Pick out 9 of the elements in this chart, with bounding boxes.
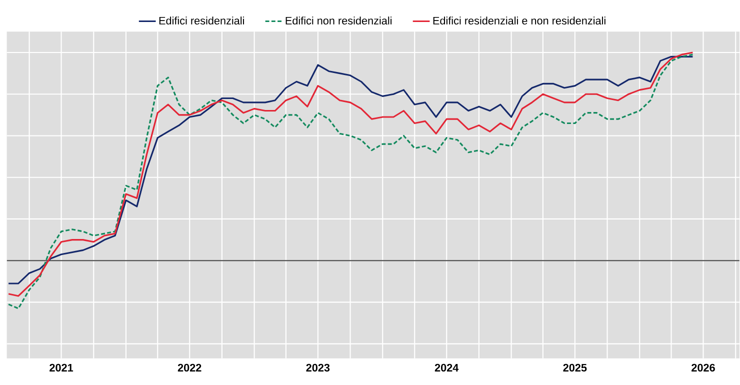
x-tick-label: 2024 xyxy=(434,364,459,372)
x-tick-label: 2023 xyxy=(306,364,330,372)
legend-label: Edifici residenziali xyxy=(159,16,244,24)
legend-label: Edifici residenziali e non residenziali xyxy=(433,16,606,24)
x-tick-label: 2026 xyxy=(692,364,715,372)
x-tick-label: 2025 xyxy=(563,364,587,372)
legend-label: Edifici non residenziali xyxy=(286,16,392,24)
x-tick-label: 2022 xyxy=(178,364,202,372)
x-tick-label: 2021 xyxy=(50,364,74,372)
